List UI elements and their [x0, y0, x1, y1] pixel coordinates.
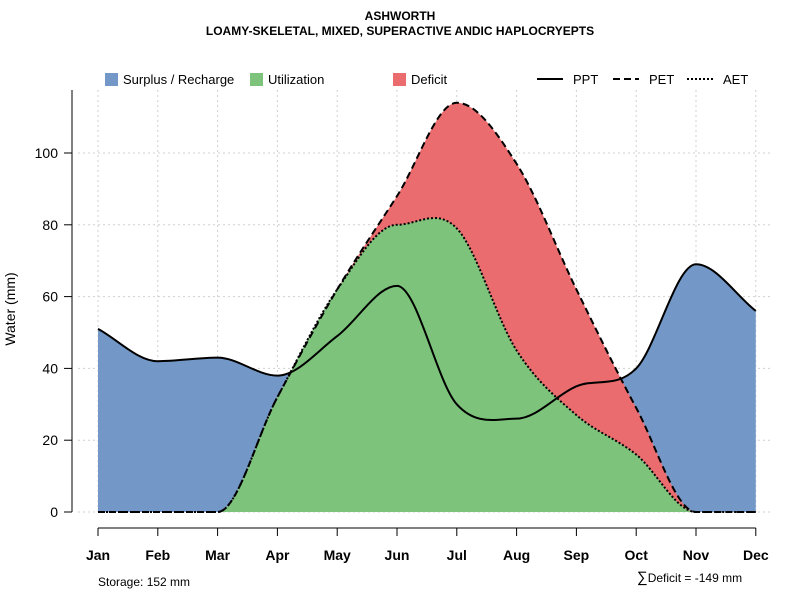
y-tick-label: 80 — [42, 217, 58, 233]
chart-subtitle: LOAMY-SKELETAL, MIXED, SUPERACTIVE ANDIC… — [205, 24, 595, 38]
legend-label-fill: Utilization — [268, 72, 324, 87]
x-tick-label-may: May — [324, 547, 351, 563]
legend-swatch-2 — [393, 73, 406, 86]
y-tick-label: 20 — [42, 432, 58, 448]
x-tick-label-jul: Jul — [447, 547, 467, 563]
legend-label-fill: Deficit — [411, 72, 448, 87]
axes: 0 20 40 60 80 100 Jan Feb Mar Apr May Jun Jul Aug Sep O… — [35, 90, 769, 563]
legend-swatch-1 — [250, 73, 263, 86]
x-tick-label-apr: Apr — [265, 547, 290, 563]
deficit-note: ∑Deficit = -149 mm — [637, 569, 742, 586]
legend: Surplus / Recharge Utilization Deficit PPT P… — [105, 72, 748, 87]
y-tick-label: 100 — [35, 145, 59, 161]
legend-swatch-0 — [105, 73, 118, 86]
x-tick-label-dec: Dec — [743, 547, 769, 563]
series-line-aet — [97, 217, 756, 513]
legend-label-fill: Surplus / Recharge — [123, 72, 234, 87]
x-tick-label-aug: Aug — [503, 547, 530, 563]
x-tick-label-jun: Jun — [385, 547, 410, 563]
sum-symbol: ∑ — [637, 569, 648, 586]
x-tick-label-oct: Oct — [625, 547, 649, 563]
legend-label-aet: AET — [723, 72, 748, 87]
x-tick-label-mar: Mar — [205, 547, 230, 563]
area-utilization — [98, 218, 756, 512]
storage-note: Storage: 152 mm — [98, 575, 191, 589]
x-tick-label-feb: Feb — [145, 547, 170, 563]
y-tick-label: 60 — [42, 289, 58, 305]
chart-title: ASHWORTH — [364, 9, 436, 23]
legend-label-pet: PET — [649, 72, 674, 87]
series-lines — [97, 101, 757, 513]
x-tick-label-sep: Sep — [564, 547, 590, 563]
y-tick-label: 0 — [50, 504, 58, 520]
x-tick-label-nov: Nov — [683, 547, 710, 563]
deficit-text: Deficit = -149 mm — [647, 571, 743, 585]
x-tick-label-jan: Jan — [86, 547, 110, 563]
areas — [98, 102, 756, 512]
legend-label-ppt: PPT — [573, 72, 598, 87]
series-line-ppt — [97, 263, 757, 421]
y-axis-label: Water (mm) — [2, 272, 18, 345]
y-tick-label: 40 — [42, 360, 58, 376]
